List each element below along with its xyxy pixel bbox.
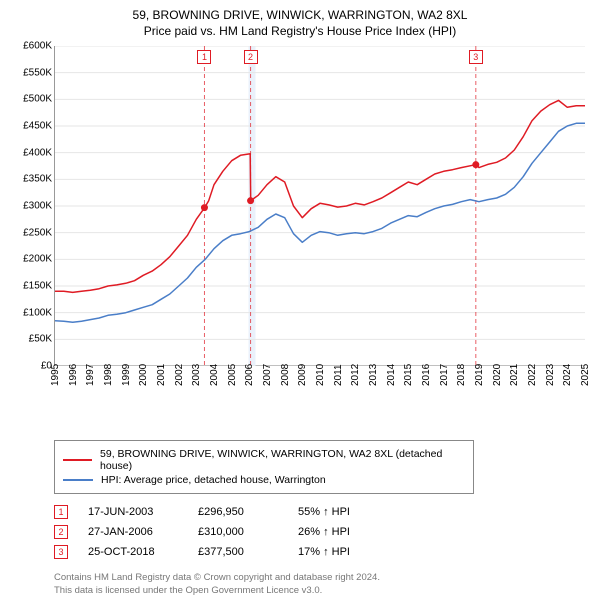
y-tick-label: £300K <box>23 201 52 212</box>
x-tick-label: 2022 <box>527 364 538 386</box>
sale-price: £310,000 <box>198 526 278 538</box>
plot-area: 1 2 3 <box>54 46 584 366</box>
legend-label: HPI: Average price, detached house, Warr… <box>101 474 326 486</box>
sale-diff: 17% ↑ HPI <box>298 546 398 558</box>
legend-label: 59, BROWNING DRIVE, WINWICK, WARRINGTON,… <box>100 448 465 472</box>
legend: 59, BROWNING DRIVE, WINWICK, WARRINGTON,… <box>54 440 474 494</box>
sale-row-marker: 2 <box>54 525 68 539</box>
y-tick-label: £400K <box>23 147 52 158</box>
sale-price: £296,950 <box>198 506 278 518</box>
sale-diff: 26% ↑ HPI <box>298 526 398 538</box>
y-tick-label: £100K <box>23 307 52 318</box>
sale-row: 3 25-OCT-2018 £377,500 17% ↑ HPI <box>54 542 590 562</box>
x-tick-label: 2008 <box>280 364 291 386</box>
x-tick-label: 1999 <box>121 364 132 386</box>
x-tick-label: 2021 <box>509 364 520 386</box>
x-tick-label: 2002 <box>174 364 185 386</box>
plot-svg <box>55 46 585 366</box>
sale-price: £377,500 <box>198 546 278 558</box>
x-tick-label: 2019 <box>474 364 485 386</box>
sale-row: 2 27-JAN-2006 £310,000 26% ↑ HPI <box>54 522 590 542</box>
x-tick-label: 2010 <box>315 364 326 386</box>
x-axis-labels: 1995199619971998199920002001200220032004… <box>54 366 584 396</box>
x-tick-label: 2015 <box>403 364 414 386</box>
sales-table: 1 17-JUN-2003 £296,950 55% ↑ HPI 2 27-JAN-200… <box>54 502 590 562</box>
legend-row: HPI: Average price, detached house, Warr… <box>63 473 465 487</box>
y-tick-label: £50K <box>29 334 52 345</box>
y-axis-labels: £0£50K£100K£150K£200K£250K£300K£350K£400… <box>10 46 54 366</box>
x-tick-label: 2013 <box>368 364 379 386</box>
x-tick-label: 1995 <box>50 364 61 386</box>
attribution: Contains HM Land Registry data © Crown c… <box>54 572 590 598</box>
x-tick-label: 2016 <box>421 364 432 386</box>
sale-marker-2: 2 <box>244 50 258 64</box>
x-tick-label: 2000 <box>138 364 149 386</box>
x-tick-label: 2007 <box>262 364 273 386</box>
sale-date: 17-JUN-2003 <box>88 506 178 518</box>
y-tick-label: £550K <box>23 67 52 78</box>
sale-date: 25-OCT-2018 <box>88 546 178 558</box>
x-tick-label: 2001 <box>156 364 167 386</box>
y-tick-label: £200K <box>23 254 52 265</box>
x-tick-label: 2023 <box>545 364 556 386</box>
y-tick-label: £350K <box>23 174 52 185</box>
x-tick-label: 2005 <box>227 364 238 386</box>
legend-row: 59, BROWNING DRIVE, WINWICK, WARRINGTON,… <box>63 447 465 473</box>
x-tick-label: 2020 <box>492 364 503 386</box>
y-tick-label: £500K <box>23 94 52 105</box>
x-tick-label: 2004 <box>209 364 220 386</box>
x-tick-label: 2017 <box>439 364 450 386</box>
x-tick-label: 2024 <box>562 364 573 386</box>
y-tick-label: £250K <box>23 227 52 238</box>
attribution-line-2: This data is licensed under the Open Gov… <box>54 585 590 598</box>
y-tick-label: £450K <box>23 121 52 132</box>
x-tick-label: 1996 <box>68 364 79 386</box>
sale-marker-3: 3 <box>469 50 483 64</box>
x-tick-label: 2006 <box>244 364 255 386</box>
x-tick-label: 2011 <box>333 364 344 386</box>
x-tick-label: 2018 <box>456 364 467 386</box>
legend-swatch <box>63 459 92 461</box>
x-tick-label: 2014 <box>386 364 397 386</box>
x-tick-label: 2009 <box>297 364 308 386</box>
chart-area: £0£50K£100K£150K£200K£250K£300K£350K£400… <box>10 46 590 396</box>
sale-row: 1 17-JUN-2003 £296,950 55% ↑ HPI <box>54 502 590 522</box>
sale-date: 27-JAN-2006 <box>88 526 178 538</box>
sale-diff: 55% ↑ HPI <box>298 506 398 518</box>
y-tick-label: £600K <box>23 41 52 52</box>
sale-marker-1: 1 <box>197 50 211 64</box>
chart-title: 59, BROWNING DRIVE, WINWICK, WARRINGTON,… <box>10 8 590 22</box>
sale-row-marker: 1 <box>54 505 68 519</box>
sale-row-marker: 3 <box>54 545 68 559</box>
legend-swatch <box>63 479 93 481</box>
x-tick-label: 2012 <box>350 364 361 386</box>
chart-subtitle: Price paid vs. HM Land Registry's House … <box>10 24 590 38</box>
x-tick-label: 2025 <box>580 364 591 386</box>
x-tick-label: 2003 <box>191 364 202 386</box>
x-tick-label: 1998 <box>103 364 114 386</box>
chart-container: 59, BROWNING DRIVE, WINWICK, WARRINGTON,… <box>0 0 600 608</box>
y-tick-label: £150K <box>23 281 52 292</box>
attribution-line-1: Contains HM Land Registry data © Crown c… <box>54 572 590 585</box>
x-tick-label: 1997 <box>85 364 96 386</box>
